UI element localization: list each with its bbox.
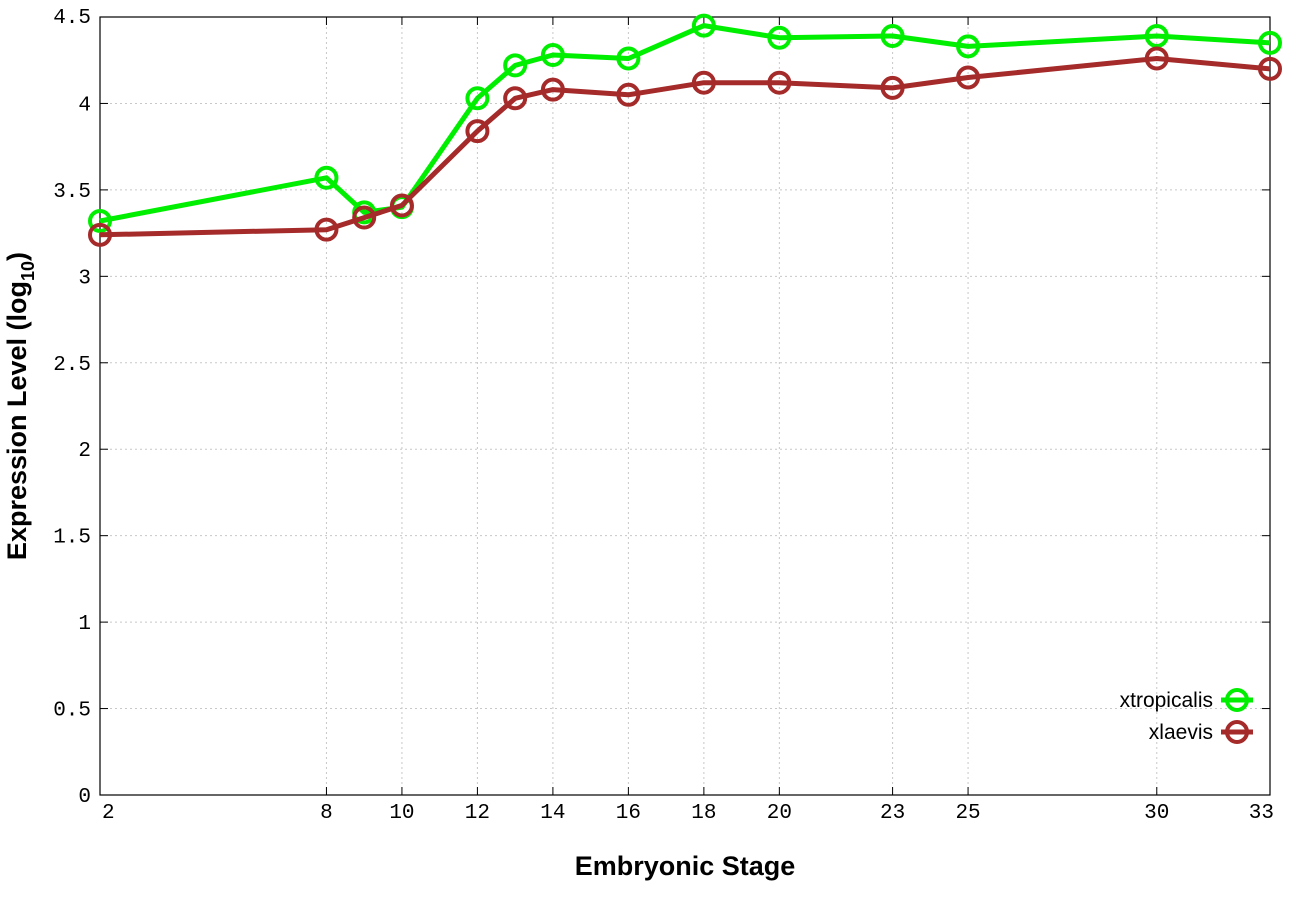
y-tick-label: 2 bbox=[78, 440, 91, 463]
y-tick-label: 0.5 bbox=[53, 700, 91, 723]
data-point-xlaevis bbox=[465, 119, 490, 144]
legend-item-xtropicalis: xtropicalis bbox=[1120, 688, 1253, 712]
data-point-xtropicalis bbox=[314, 165, 339, 190]
series-line-xtropicalis bbox=[99, 23, 1271, 224]
x-tick-label: 10 bbox=[389, 802, 414, 825]
y-axis-title-close: ) bbox=[2, 252, 32, 261]
data-point-xlaevis bbox=[767, 70, 792, 95]
y-tick-label: 1 bbox=[78, 613, 91, 636]
x-tick-label: 8 bbox=[320, 802, 333, 825]
x-tick-label: 23 bbox=[880, 802, 905, 825]
y-axis-title-main: Expression Level (log bbox=[2, 281, 32, 560]
y-tick-label: 2.5 bbox=[53, 354, 91, 377]
data-point-xtropicalis bbox=[691, 13, 716, 38]
series-line-xlaevis bbox=[99, 56, 1271, 238]
data-point-xlaevis bbox=[880, 75, 905, 100]
ticks-layer: 2 8 10 12 14 16 18 20 23 25 30 33 0 0.5 1 1.5 2 2.5 3 3.5 4 4… bbox=[53, 7, 1274, 825]
x-tick-label: 18 bbox=[691, 802, 716, 825]
legend-label: xlaevis bbox=[1149, 721, 1213, 744]
series-xtropicalis bbox=[88, 13, 1282, 234]
data-point-xlaevis bbox=[540, 77, 565, 102]
series-xlaevis bbox=[88, 46, 1282, 247]
data-point-xlaevis bbox=[1258, 56, 1282, 81]
x-tick-label: 30 bbox=[1144, 802, 1169, 825]
x-tick-label: 12 bbox=[465, 802, 490, 825]
data-point-xtropicalis bbox=[503, 53, 528, 78]
data-point-xlaevis bbox=[956, 65, 981, 90]
data-point-xtropicalis bbox=[880, 24, 905, 49]
data-point-xlaevis bbox=[691, 70, 716, 95]
legend: xtropicalis xlaevis bbox=[1120, 688, 1253, 744]
grid-layer bbox=[100, 17, 1270, 795]
legend-label: xtropicalis bbox=[1120, 689, 1213, 712]
x-tick-label: 16 bbox=[616, 802, 641, 825]
x-tick-label: 2 bbox=[102, 802, 115, 825]
y-axis-title: Expression Level (log10) bbox=[2, 252, 38, 560]
y-tick-label: 1.5 bbox=[53, 527, 91, 550]
y-tick-label: 0 bbox=[78, 786, 91, 809]
x-axis-title: Embryonic Stage bbox=[575, 851, 796, 881]
data-point-xlaevis bbox=[1144, 46, 1169, 71]
data-point-xlaevis bbox=[314, 217, 339, 242]
data-point-xlaevis bbox=[389, 193, 414, 218]
plot-frame bbox=[99, 16, 1271, 796]
data-point-xtropicalis bbox=[540, 43, 565, 68]
data-point-xtropicalis bbox=[1144, 24, 1169, 49]
x-tick-label: 14 bbox=[540, 802, 565, 825]
data-point-xtropicalis bbox=[767, 25, 792, 50]
x-tick-label: 25 bbox=[955, 802, 980, 825]
x-tick-label: 20 bbox=[767, 802, 792, 825]
data-point-xtropicalis bbox=[1258, 30, 1282, 55]
data-point-xlaevis bbox=[616, 82, 641, 107]
series-layer bbox=[88, 13, 1282, 247]
data-point-xtropicalis bbox=[616, 46, 641, 71]
y-axis-title-subscript: 10 bbox=[18, 261, 38, 281]
x-tick-label: 33 bbox=[1249, 802, 1274, 825]
y-tick-label: 4 bbox=[78, 94, 91, 117]
data-point-xtropicalis bbox=[956, 34, 981, 59]
legend-item-xlaevis: xlaevis bbox=[1149, 720, 1253, 744]
data-point-xtropicalis bbox=[465, 86, 490, 111]
data-point-xlaevis bbox=[88, 222, 112, 247]
legend-swatch-marker bbox=[1225, 688, 1249, 712]
y-tick-label: 4.5 bbox=[53, 7, 91, 30]
data-point-xtropicalis bbox=[88, 209, 112, 234]
data-point-xlaevis bbox=[503, 86, 528, 111]
legend-swatch-marker bbox=[1225, 720, 1249, 744]
data-point-xlaevis bbox=[352, 205, 377, 230]
y-tick-label: 3.5 bbox=[53, 181, 91, 204]
y-tick-label: 3 bbox=[78, 267, 91, 290]
